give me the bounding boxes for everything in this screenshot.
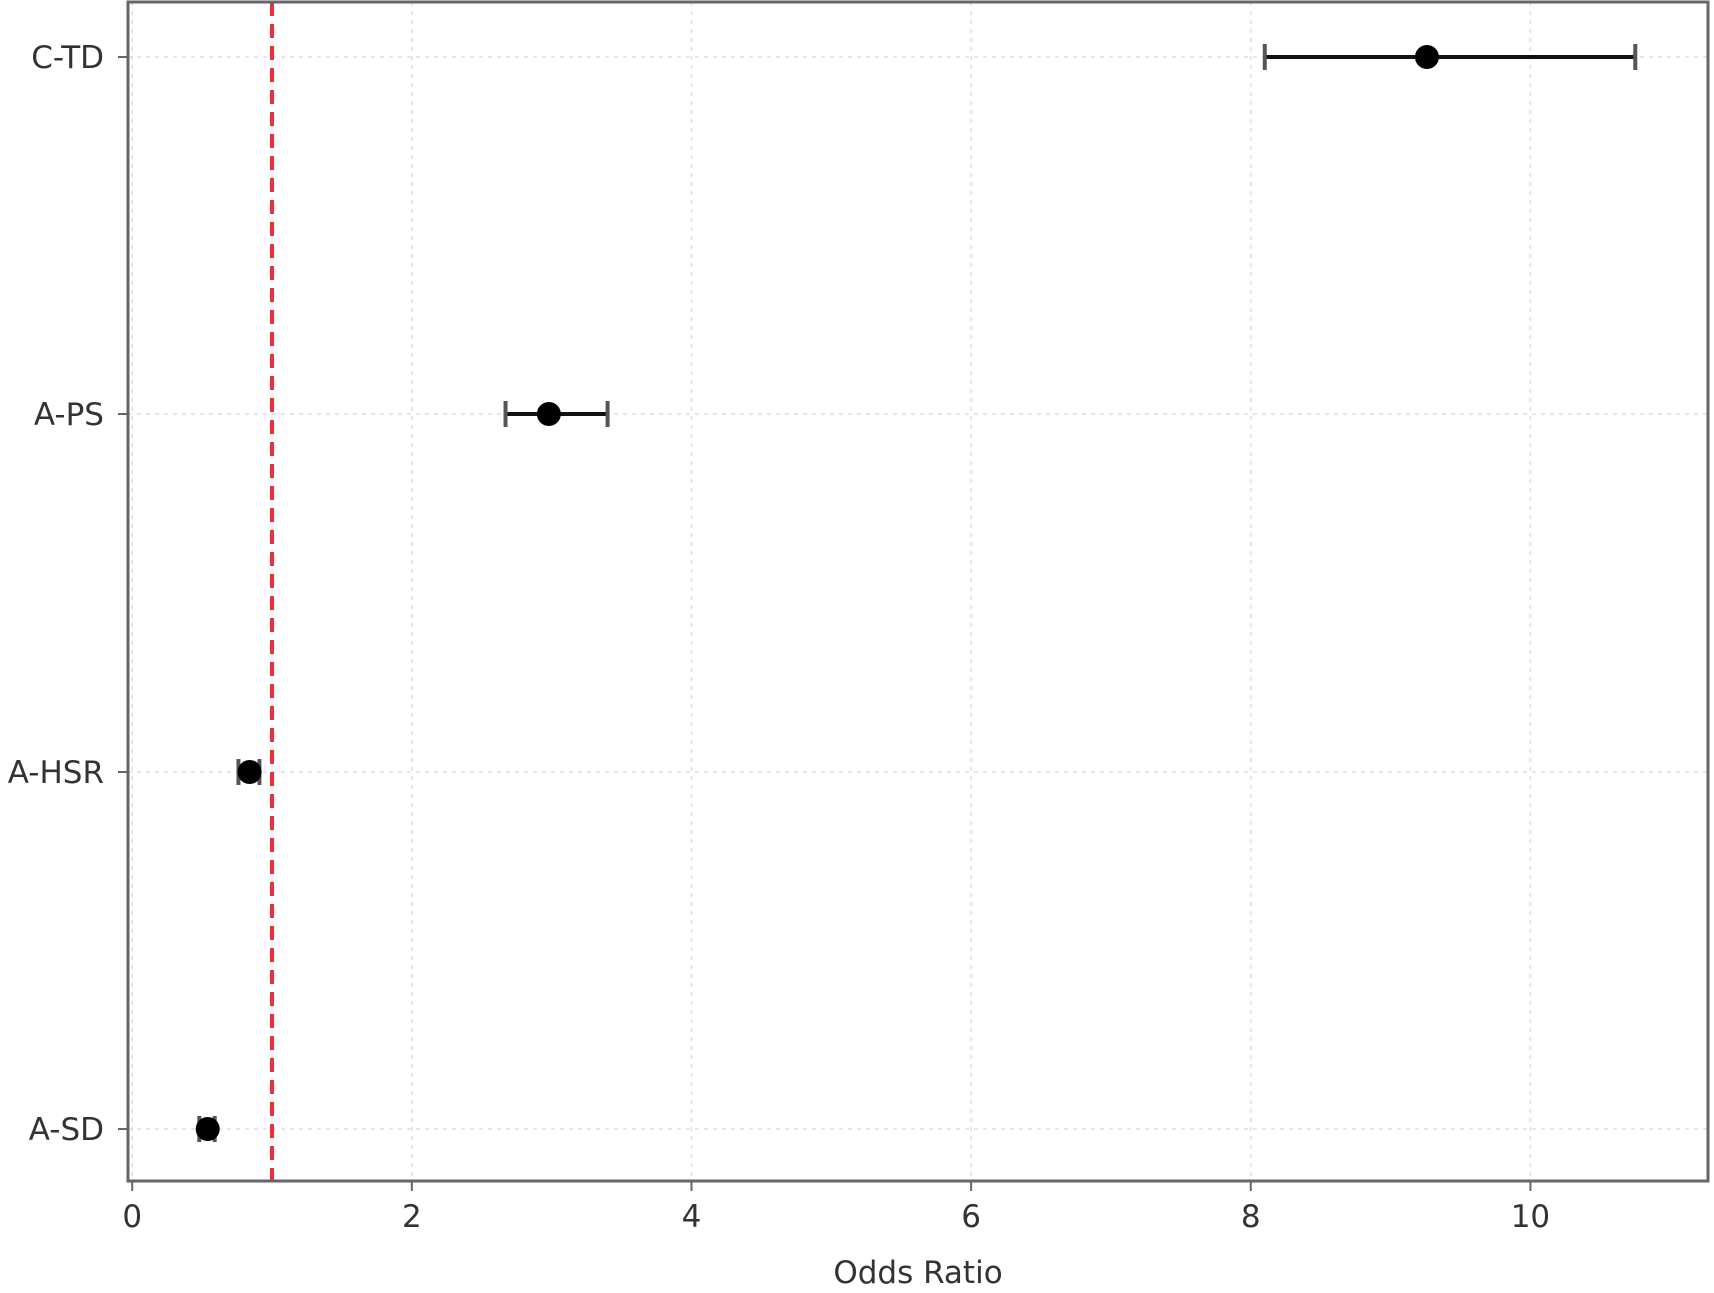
point-marker: [1414, 45, 1439, 69]
x-tick-label: 8: [1241, 1199, 1261, 1235]
y-tick-label: A-HSR: [8, 755, 104, 791]
x-tick-label: 10: [1511, 1199, 1550, 1235]
point-marker: [536, 402, 561, 426]
y-tick-label: A-PS: [34, 397, 104, 433]
x-tick-label: 4: [682, 1199, 702, 1235]
point-marker: [237, 760, 262, 784]
x-axis-label: Odds Ratio: [833, 1255, 1002, 1289]
y-tick-label: C-TD: [31, 40, 104, 76]
y-tick-label: A-SD: [29, 1112, 104, 1148]
data-marks: [195, 44, 1638, 1142]
grid: [128, 2, 1708, 1181]
y-axis: C-TD A-PS A-HSR A-SD: [8, 40, 128, 1148]
x-axis: 0 2 4 6 8 10: [122, 1181, 1550, 1235]
x-tick-label: 0: [122, 1199, 142, 1235]
x-tick-label: 2: [402, 1199, 422, 1235]
point-marker: [195, 1117, 220, 1141]
x-tick-label: 6: [961, 1199, 981, 1235]
plot-frame: [126, 0, 1710, 1183]
